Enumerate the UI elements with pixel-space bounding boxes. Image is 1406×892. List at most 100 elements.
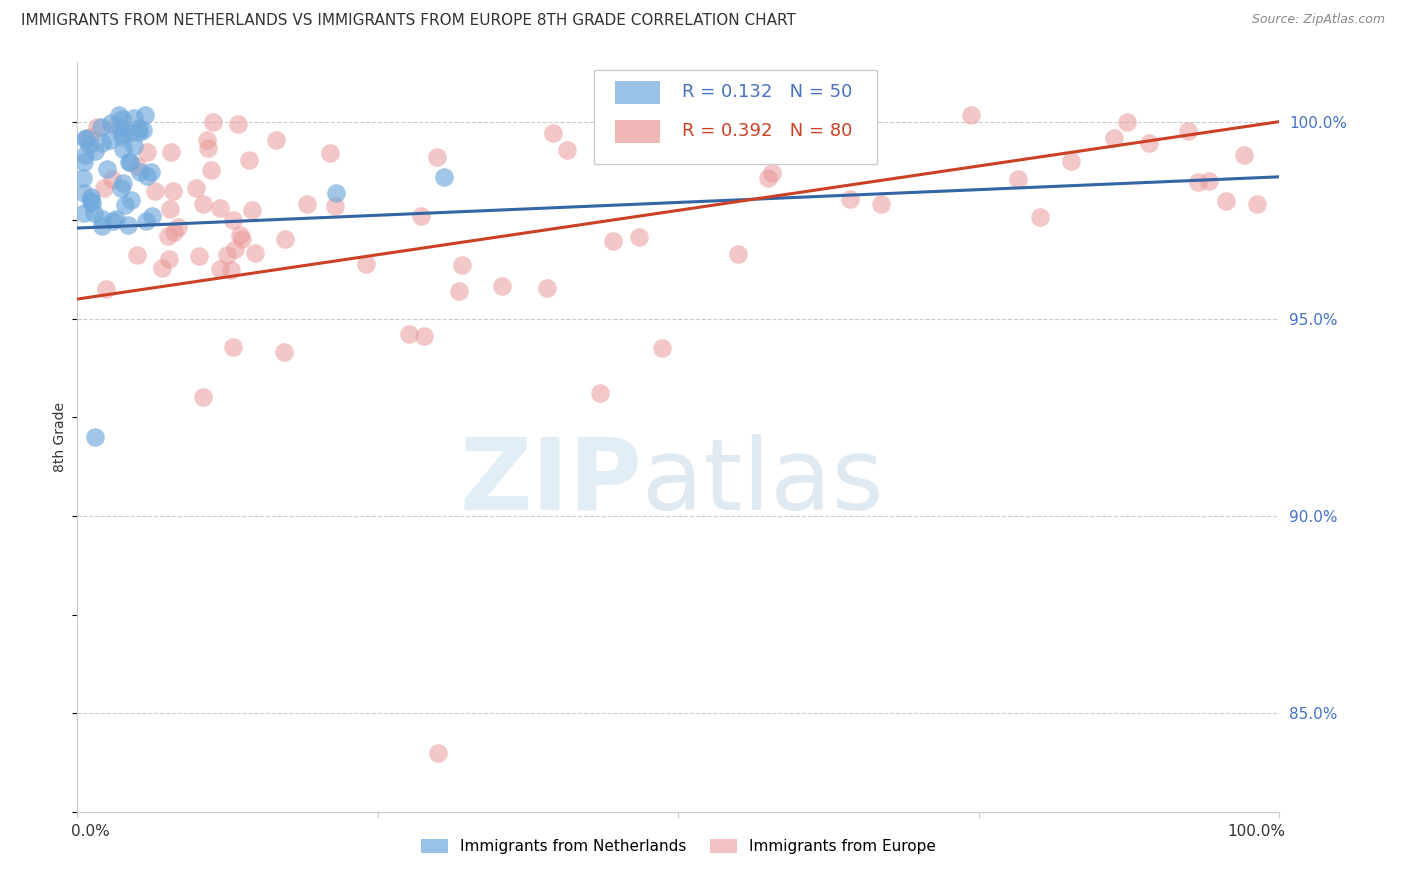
Point [761, 166, 783, 180]
Point [215, 248, 238, 262]
Point [156, 229, 179, 244]
Point [264, 133, 287, 147]
Point [409, 209, 432, 223]
Point [202, 115, 225, 129]
Point [398, 326, 420, 341]
Point [219, 263, 242, 277]
Point [105, 119, 128, 133]
Point [758, 170, 780, 185]
Text: 0.0%: 0.0% [72, 823, 110, 838]
Point [120, 193, 142, 207]
Point [450, 258, 472, 272]
Point [800, 124, 823, 138]
Point [193, 390, 215, 404]
Point [117, 218, 139, 232]
Point [1233, 148, 1256, 162]
Point [1029, 210, 1052, 224]
Point [79, 130, 101, 145]
Point [195, 133, 218, 147]
Point [354, 257, 377, 271]
Point [184, 180, 207, 194]
Point [1246, 197, 1268, 211]
Text: R = 0.392   N = 80: R = 0.392 N = 80 [682, 122, 852, 140]
Point [1187, 175, 1209, 189]
Point [118, 155, 141, 169]
Point [1177, 124, 1199, 138]
Point [136, 169, 159, 184]
Point [555, 144, 578, 158]
Point [77, 137, 100, 152]
Point [727, 247, 749, 261]
Point [127, 159, 149, 173]
Point [73, 132, 96, 146]
Point [84, 430, 107, 444]
Point [166, 219, 188, 234]
Point [628, 229, 651, 244]
Point [1007, 171, 1029, 186]
FancyBboxPatch shape [614, 120, 661, 143]
Point [112, 177, 135, 191]
Point [103, 213, 125, 227]
Point [159, 202, 181, 216]
Point [191, 197, 214, 211]
Point [224, 242, 246, 256]
Point [105, 211, 128, 226]
Point [128, 121, 150, 136]
Text: R = 0.132   N = 50: R = 0.132 N = 50 [682, 84, 852, 102]
FancyBboxPatch shape [595, 70, 877, 163]
Point [94, 282, 117, 296]
Point [75, 131, 97, 145]
Point [1060, 153, 1083, 168]
Point [110, 180, 132, 194]
Point [208, 201, 231, 215]
Point [111, 142, 134, 156]
Point [93, 180, 115, 194]
Point [1116, 114, 1139, 128]
Point [187, 249, 209, 263]
Point [100, 116, 122, 130]
Point [226, 117, 249, 131]
Y-axis label: 8th Grade: 8th Grade [53, 402, 67, 472]
Point [318, 145, 340, 160]
Point [79, 190, 101, 204]
Point [197, 141, 219, 155]
Text: Source: ZipAtlas.com: Source: ZipAtlas.com [1251, 13, 1385, 27]
Point [72, 154, 94, 169]
Point [426, 150, 449, 164]
Point [107, 108, 129, 122]
Text: 100.0%: 100.0% [1227, 823, 1285, 838]
Point [73, 148, 96, 162]
Point [141, 164, 163, 178]
Point [222, 213, 245, 227]
Point [114, 198, 136, 212]
Point [221, 340, 243, 354]
Point [1198, 174, 1220, 188]
Legend: Immigrants from Netherlands, Immigrants from Europe: Immigrants from Netherlands, Immigrants … [415, 833, 942, 860]
Point [243, 246, 266, 260]
Point [412, 329, 434, 343]
Point [111, 130, 134, 145]
Point [134, 108, 156, 122]
Point [323, 199, 346, 213]
Point [651, 341, 673, 355]
Point [73, 206, 96, 220]
Point [1102, 131, 1125, 145]
Point [427, 746, 450, 760]
Point [96, 161, 118, 176]
Point [110, 112, 132, 126]
Text: ZIP: ZIP [460, 434, 643, 531]
Point [433, 169, 456, 184]
Point [131, 123, 153, 137]
Text: IMMIGRANTS FROM NETHERLANDS VS IMMIGRANTS FROM EUROPE 8TH GRADE CORRELATION CHAR: IMMIGRANTS FROM NETHERLANDS VS IMMIGRANT… [21, 13, 796, 29]
Point [141, 209, 163, 223]
Point [162, 184, 184, 198]
Point [297, 197, 319, 211]
Point [157, 252, 180, 267]
Point [491, 278, 513, 293]
Text: atlas: atlas [643, 434, 884, 531]
Point [200, 163, 222, 178]
Point [80, 195, 103, 210]
Point [86, 120, 108, 134]
Point [98, 133, 121, 147]
Point [160, 145, 183, 159]
